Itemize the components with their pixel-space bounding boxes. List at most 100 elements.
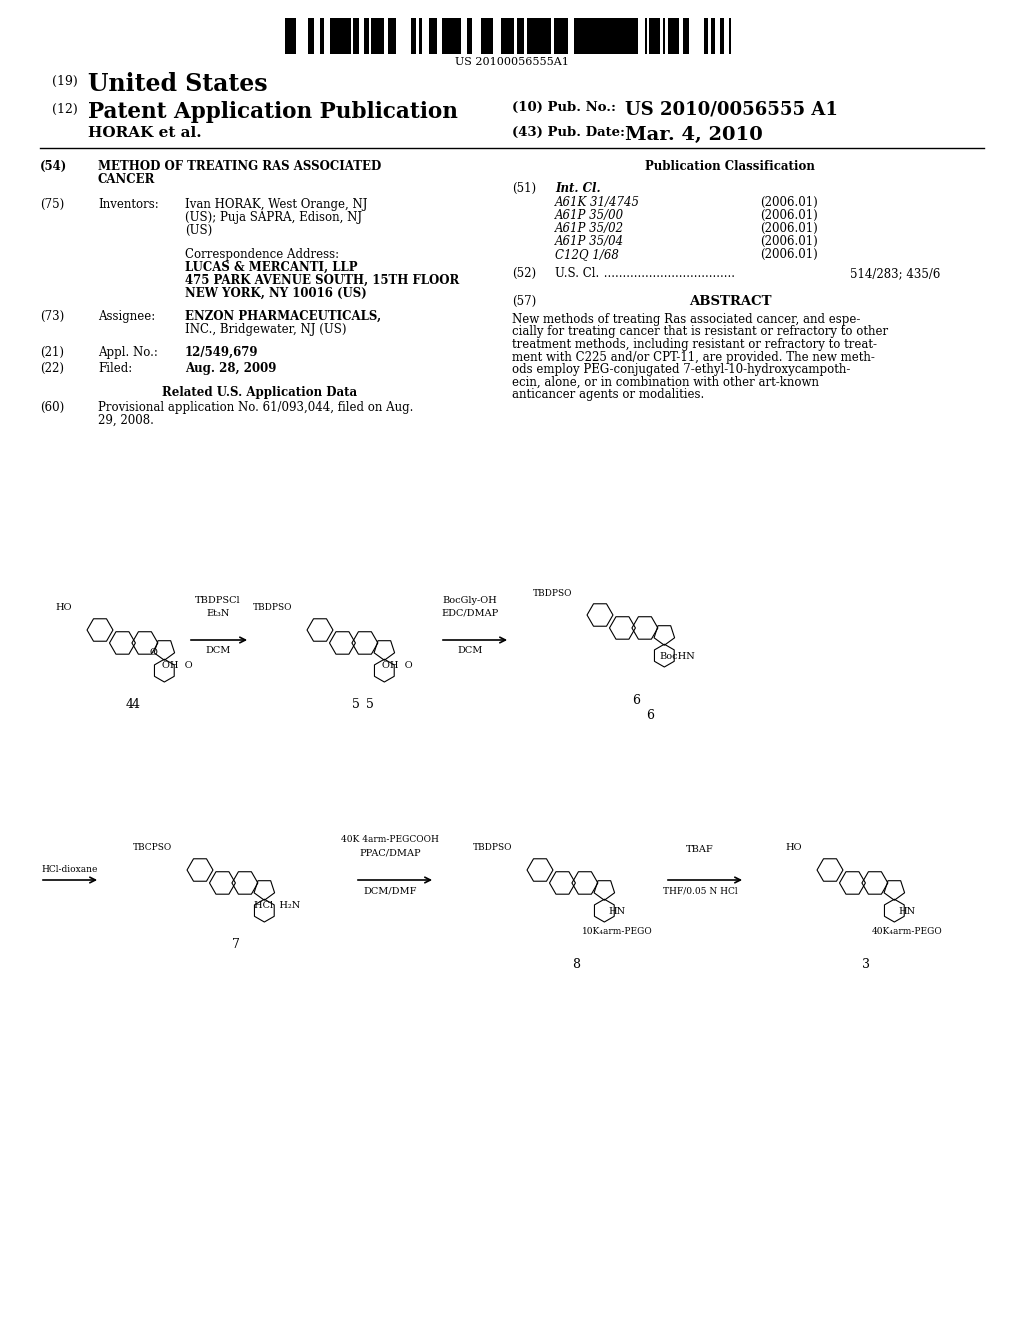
Text: ment with C225 and/or CPT-11, are provided. The new meth-: ment with C225 and/or CPT-11, are provid… <box>512 351 874 363</box>
Text: ecin, alone, or in combination with other art-known: ecin, alone, or in combination with othe… <box>512 375 819 388</box>
Bar <box>388 18 390 54</box>
Text: Assignee:: Assignee: <box>98 310 156 323</box>
Bar <box>645 18 647 54</box>
Text: Filed:: Filed: <box>98 362 132 375</box>
Text: (19): (19) <box>52 75 78 88</box>
Text: TBAF: TBAF <box>686 845 714 854</box>
Text: CANCER: CANCER <box>98 173 156 186</box>
Text: 40K 4arm-PEGCOOH: 40K 4arm-PEGCOOH <box>341 836 439 843</box>
Bar <box>720 18 724 54</box>
Text: (10) Pub. No.:: (10) Pub. No.: <box>512 102 616 114</box>
Bar <box>544 18 548 54</box>
Bar <box>622 18 629 54</box>
Text: Provisional application No. 61/093,044, filed on Aug.: Provisional application No. 61/093,044, … <box>98 401 414 414</box>
Bar <box>575 18 583 54</box>
Bar <box>548 18 551 54</box>
Text: New methods of treating Ras associated cancer, and espe-: New methods of treating Ras associated c… <box>512 313 860 326</box>
Text: Patent Application Publication: Patent Application Publication <box>88 102 458 123</box>
Text: (22): (22) <box>40 362 63 375</box>
Bar <box>599 18 606 54</box>
Text: TBCPSO: TBCPSO <box>133 843 172 853</box>
Text: Ivan HORAK, West Orange, NJ: Ivan HORAK, West Orange, NJ <box>185 198 368 211</box>
Bar <box>611 18 617 54</box>
Text: (2006.01): (2006.01) <box>760 248 818 261</box>
Bar <box>729 18 731 54</box>
Text: ABSTRACT: ABSTRACT <box>689 294 771 308</box>
Text: (73): (73) <box>40 310 65 323</box>
Text: BocGly-OH: BocGly-OH <box>442 597 498 605</box>
Text: HN: HN <box>898 907 915 916</box>
Bar <box>285 18 291 54</box>
Text: C12Q 1/68: C12Q 1/68 <box>555 248 618 261</box>
Text: TBDPSO: TBDPSO <box>253 603 292 612</box>
Bar <box>378 18 384 54</box>
Bar <box>531 18 535 54</box>
Text: THF/0.05 N HCl: THF/0.05 N HCl <box>663 886 737 895</box>
Text: 4: 4 <box>132 698 140 711</box>
Text: HN: HN <box>608 907 626 916</box>
Bar <box>629 18 632 54</box>
Text: HCl-dioxane: HCl-dioxane <box>42 865 98 874</box>
Text: TBDPSO: TBDPSO <box>532 589 572 598</box>
Text: (52): (52) <box>512 267 537 280</box>
Text: ...................................: ................................... <box>600 267 738 280</box>
Bar <box>653 18 660 54</box>
Text: HORAK et al.: HORAK et al. <box>88 125 202 140</box>
Text: DCM/DMF: DCM/DMF <box>364 886 417 895</box>
Text: (75): (75) <box>40 198 65 211</box>
Text: United States: United States <box>88 73 267 96</box>
Text: (2006.01): (2006.01) <box>760 195 818 209</box>
Text: HCl  H₂N: HCl H₂N <box>254 900 300 909</box>
Text: (US); Puja SAPRA, Edison, NJ: (US); Puja SAPRA, Edison, NJ <box>185 211 362 224</box>
Text: Int. Cl.: Int. Cl. <box>555 182 601 195</box>
Bar <box>308 18 314 54</box>
Bar <box>449 18 455 54</box>
Text: 12/549,679: 12/549,679 <box>185 346 258 359</box>
Text: 3: 3 <box>862 958 870 972</box>
Bar <box>444 18 449 54</box>
Text: (60): (60) <box>40 401 65 414</box>
Text: (2006.01): (2006.01) <box>760 222 818 235</box>
Text: LUCAS & MERCANTI, LLP: LUCAS & MERCANTI, LLP <box>185 261 357 275</box>
Bar <box>390 18 396 54</box>
Text: OH  O: OH O <box>162 661 193 669</box>
Bar <box>481 18 488 54</box>
Bar <box>592 18 599 54</box>
Text: TBDPSO: TBDPSO <box>472 843 512 853</box>
Text: ENZON PHARMACEUTICALS,: ENZON PHARMACEUTICALS, <box>185 310 381 323</box>
Bar <box>554 18 561 54</box>
Bar <box>711 18 715 54</box>
Text: NEW YORK, NY 10016 (US): NEW YORK, NY 10016 (US) <box>185 286 367 300</box>
Text: INC., Bridgewater, NJ (US): INC., Bridgewater, NJ (US) <box>185 323 346 337</box>
Text: US 20100056555A1: US 20100056555A1 <box>455 57 569 67</box>
Bar <box>411 18 416 54</box>
Text: METHOD OF TREATING RAS ASSOCIATED: METHOD OF TREATING RAS ASSOCIATED <box>98 160 381 173</box>
Bar <box>501 18 508 54</box>
Bar <box>561 18 568 54</box>
Text: Inventors:: Inventors: <box>98 198 159 211</box>
Bar <box>364 18 369 54</box>
Bar <box>649 18 653 54</box>
Bar <box>527 18 531 54</box>
Text: (2006.01): (2006.01) <box>760 209 818 222</box>
Text: A61P 35/02: A61P 35/02 <box>555 222 624 235</box>
Bar <box>442 18 444 54</box>
Text: EDC/DMAP: EDC/DMAP <box>441 609 499 618</box>
Text: Aug. 28, 2009: Aug. 28, 2009 <box>185 362 276 375</box>
Text: US 2010/0056555 A1: US 2010/0056555 A1 <box>625 102 838 119</box>
Text: Mar. 4, 2010: Mar. 4, 2010 <box>625 125 763 144</box>
Text: cially for treating cancer that is resistant or refractory to other: cially for treating cancer that is resis… <box>512 326 888 338</box>
Text: Et₃N: Et₃N <box>206 609 229 618</box>
Bar <box>537 18 541 54</box>
Bar <box>291 18 296 54</box>
Bar <box>683 18 689 54</box>
Text: (12): (12) <box>52 103 78 116</box>
Text: (43) Pub. Date:: (43) Pub. Date: <box>512 125 625 139</box>
Text: (US): (US) <box>185 224 212 238</box>
Bar <box>455 18 461 54</box>
Bar <box>574 18 575 54</box>
Text: Appl. No.:: Appl. No.: <box>98 346 158 359</box>
Text: Related U.S. Application Data: Related U.S. Application Data <box>163 385 357 399</box>
Text: TBDPSCl: TBDPSCl <box>196 597 241 605</box>
Bar <box>330 18 337 54</box>
